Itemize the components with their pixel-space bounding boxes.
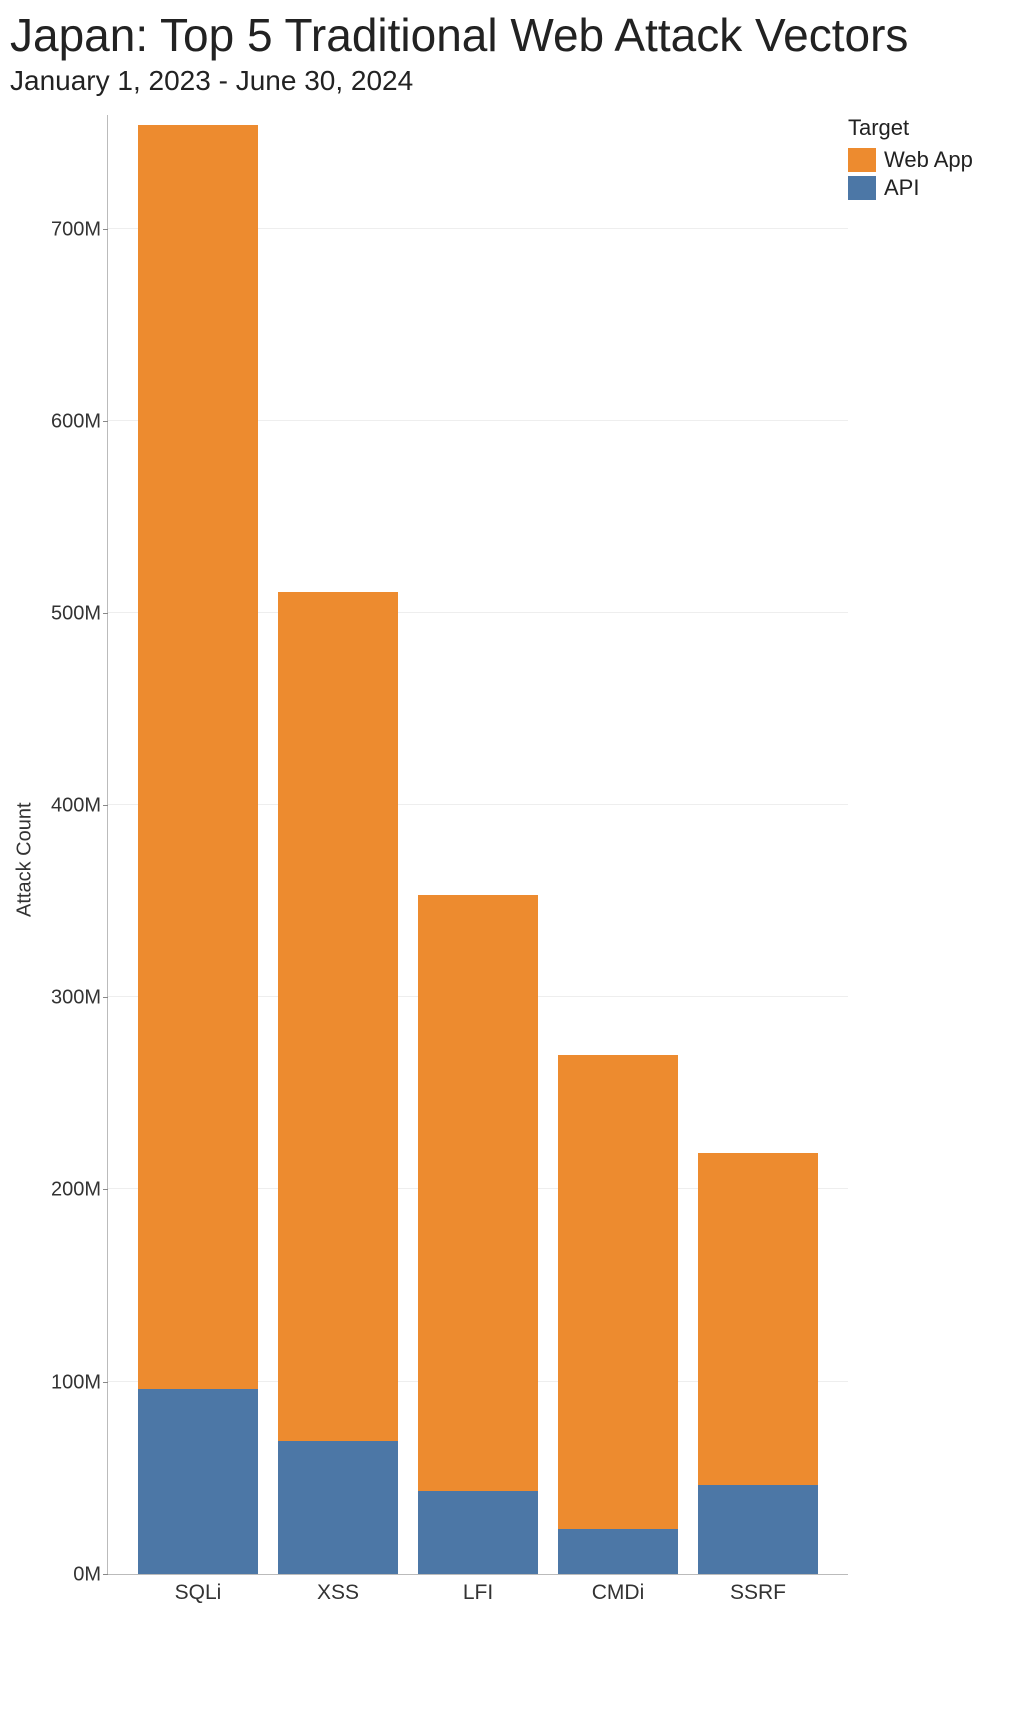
x-tick-label: CMDi (548, 1581, 688, 1605)
bar-segment-web-app (558, 1055, 678, 1530)
legend-label: API (884, 175, 919, 201)
y-tick-label: 300M (51, 987, 101, 1010)
bar-segment-web-app (698, 1153, 818, 1485)
bar-segment-web-app (278, 592, 398, 1441)
bar-segment-api (418, 1491, 538, 1574)
y-tick-label: 400M (51, 795, 101, 818)
legend-swatch (848, 148, 876, 172)
bar-segment-api (278, 1441, 398, 1574)
chart-title: Japan: Top 5 Traditional Web Attack Vect… (10, 10, 1018, 61)
x-tick-label: SQLi (128, 1581, 268, 1605)
bar-segment-web-app (418, 895, 538, 1491)
y-tick-label: 500M (51, 603, 101, 626)
y-tick-label: 600M (51, 410, 101, 433)
legend-swatch (848, 176, 876, 200)
bar-slot (408, 115, 548, 1574)
legend-title: Target (848, 115, 1018, 141)
x-tick-label: XSS (268, 1581, 408, 1605)
x-axis: SQLiXSSLFICMDiSSRF (108, 1575, 1018, 1605)
bar-segment-api (138, 1389, 258, 1573)
bar (418, 895, 538, 1573)
legend-item: API (848, 175, 1018, 201)
bar-slot (268, 115, 408, 1574)
x-tick-label: LFI (408, 1581, 548, 1605)
bar-segment-web-app (138, 125, 258, 1389)
bar (558, 1055, 678, 1574)
y-axis: 0M100M200M300M400M500M600M700M (38, 115, 108, 1575)
y-tick-label: 700M (51, 218, 101, 241)
plot-area (108, 115, 848, 1575)
y-tick-label: 0M (73, 1563, 101, 1586)
bar-slot (548, 115, 688, 1574)
y-tick-label: 100M (51, 1371, 101, 1394)
bar (698, 1153, 818, 1574)
bar-segment-api (558, 1529, 678, 1573)
bar-slot (688, 115, 828, 1574)
bar (278, 592, 398, 1574)
legend-label: Web App (884, 147, 973, 173)
bar-segment-api (698, 1485, 818, 1573)
legend: Target Web AppAPI (848, 115, 1018, 203)
bar-slot (128, 115, 268, 1574)
x-tick-label: SSRF (688, 1581, 828, 1605)
chart-container: Japan: Top 5 Traditional Web Attack Vect… (10, 10, 1018, 1605)
y-tick-label: 200M (51, 1179, 101, 1202)
bars-container (108, 115, 848, 1574)
y-axis-label: Attack Count (10, 115, 38, 1605)
legend-item: Web App (848, 147, 1018, 173)
bar (138, 125, 258, 1573)
chart-subtitle: January 1, 2023 - June 30, 2024 (10, 65, 1018, 97)
